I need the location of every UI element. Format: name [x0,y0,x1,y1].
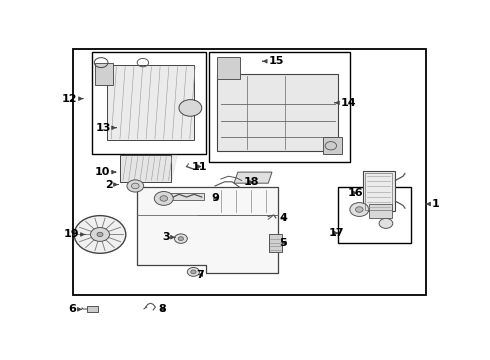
Text: 4: 4 [279,213,287,223]
Bar [217,57,240,79]
Polygon shape [120,156,177,182]
Bar [365,174,392,210]
Text: 5: 5 [280,238,287,248]
Text: 14: 14 [335,98,356,108]
Circle shape [154,192,173,205]
Text: 3: 3 [162,232,175,242]
Text: 16: 16 [347,188,363,198]
Bar [339,187,411,243]
Text: 13: 13 [95,123,116,133]
Text: 6: 6 [68,304,81,314]
Bar [87,306,98,312]
Circle shape [97,232,103,237]
Bar [107,66,194,140]
Text: 18: 18 [243,177,259,187]
Text: 19: 19 [64,229,85,239]
Text: 7: 7 [196,270,204,280]
Text: 15: 15 [263,56,284,66]
Bar [209,51,350,162]
Circle shape [131,183,139,189]
Text: 9: 9 [211,193,219,203]
Bar [363,171,395,211]
Circle shape [178,237,184,240]
Text: 12: 12 [62,94,83,104]
Bar [270,234,281,252]
Bar [172,193,204,200]
Circle shape [350,203,369,216]
Bar [92,51,206,154]
Text: 10: 10 [95,167,116,177]
Circle shape [379,219,393,228]
Bar [96,63,113,85]
Text: 11: 11 [192,162,207,172]
Polygon shape [137,187,278,273]
Circle shape [174,234,187,243]
Circle shape [179,100,202,116]
Bar [369,204,392,218]
Circle shape [187,267,199,276]
Text: 2: 2 [105,180,118,190]
Polygon shape [234,172,272,183]
Circle shape [191,270,196,274]
Circle shape [160,196,168,201]
Circle shape [74,216,126,253]
Circle shape [91,228,109,242]
Text: 17: 17 [329,228,344,238]
Bar [120,156,172,182]
Bar [323,138,342,154]
Text: 8: 8 [158,304,166,314]
Text: 1: 1 [426,199,439,209]
Circle shape [127,180,144,192]
Circle shape [356,207,363,212]
Bar [217,74,339,151]
Bar [73,49,426,296]
